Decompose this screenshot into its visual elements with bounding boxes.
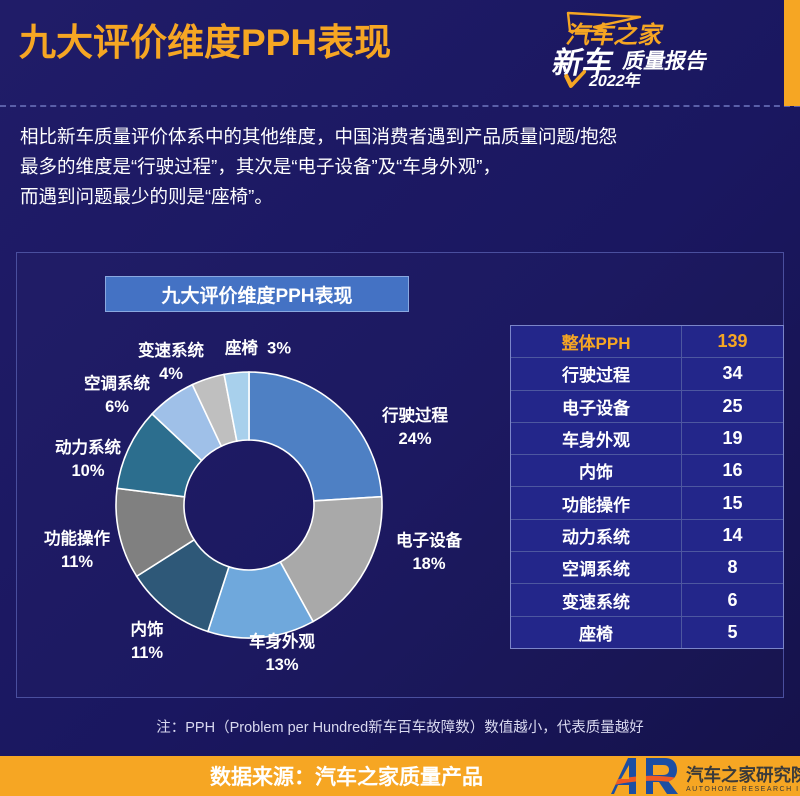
svg-text:2022年: 2022年 — [587, 71, 643, 90]
svg-text:AUTOHOME RESEARCH INSTITUTE: AUTOHOME RESEARCH INSTITUTE — [686, 786, 800, 793]
svg-text:汽车之家研究院: 汽车之家研究院 — [686, 765, 800, 785]
svg-text:质量报告: 质量报告 — [621, 49, 710, 73]
svg-text:汽车之家: 汽车之家 — [564, 21, 667, 49]
